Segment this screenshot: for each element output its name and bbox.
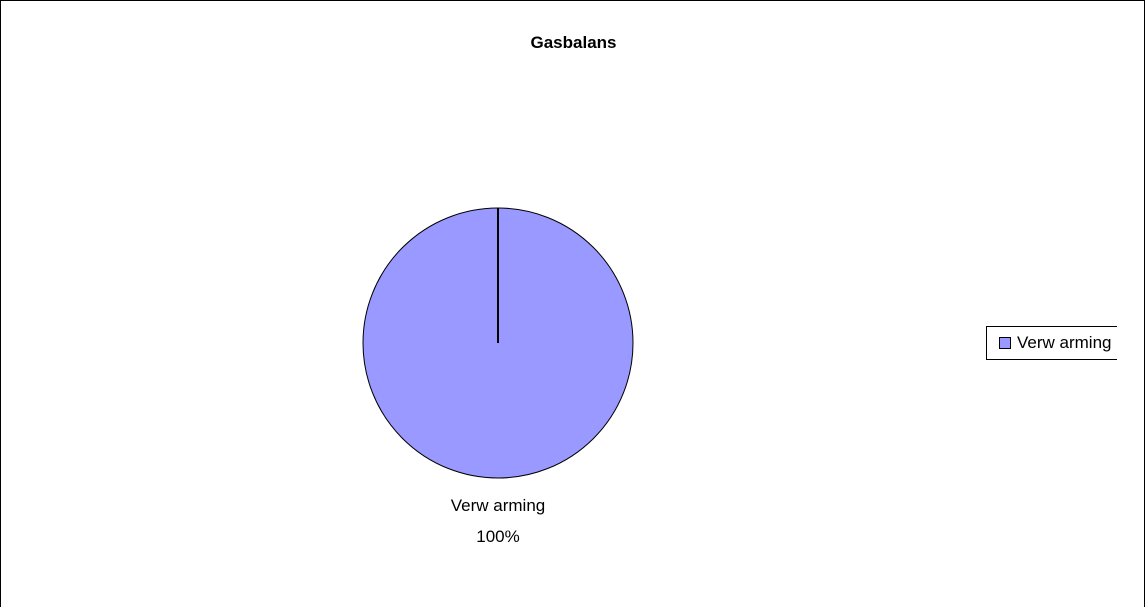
pie-group <box>362 207 634 479</box>
legend-swatch <box>999 337 1011 349</box>
legend: Verw arming <box>986 326 1118 360</box>
slice-data-label-percent: 100% <box>476 527 519 546</box>
slice-data-label-name: Verw arming <box>451 496 545 515</box>
chart-title: Gasbalans <box>530 33 617 52</box>
legend-label: Verw arming <box>1017 333 1112 352</box>
